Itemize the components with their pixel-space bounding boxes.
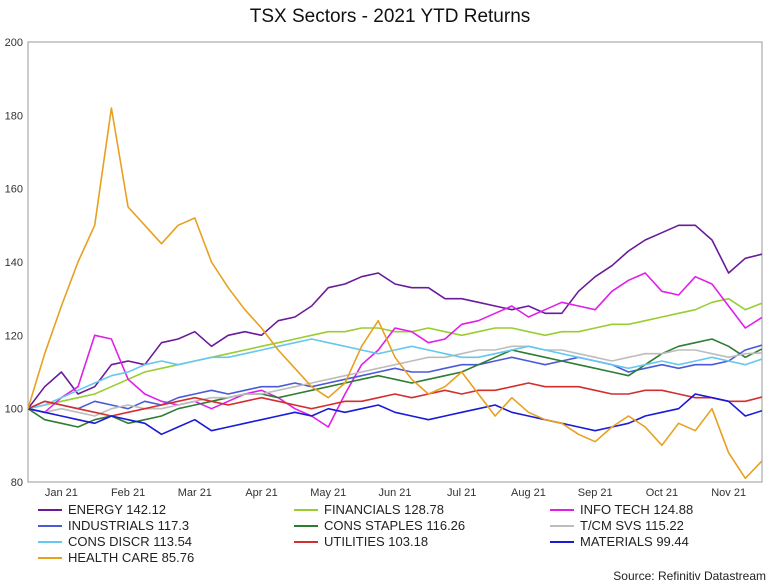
legend-label: INDUSTRIALS 117.3 (68, 518, 189, 533)
x-tick-label: Sep 21 (578, 487, 613, 499)
y-tick-label: 180 (5, 110, 23, 122)
source-label: Source: Refinitiv Datastream (613, 569, 766, 583)
x-tick-label: Apr 21 (245, 487, 277, 499)
y-tick-label: 120 (5, 330, 23, 342)
x-tick-label: Mar 21 (178, 487, 212, 499)
series-line-6 (28, 338, 762, 410)
series-line-3 (28, 344, 762, 410)
x-tick-label: Oct 21 (646, 487, 678, 499)
legend-label: T/CM SVS 115.22 (580, 518, 684, 533)
x-axis: Jan 21 Feb 21 Mar 21 Apr 21 May 21 Jun 21 Jul … (45, 487, 746, 499)
legend-label: CONS DISCR 113.54 (68, 534, 192, 549)
legend-label: UTILITIES 103.18 (324, 534, 428, 549)
series-line-7 (28, 382, 762, 417)
x-tick-label: Feb 21 (111, 487, 145, 499)
y-axis: 80 100 120 140 160 180 200 (5, 37, 23, 489)
series-line-5 (28, 345, 762, 417)
series-line-2 (28, 272, 762, 428)
series-line-4 (28, 338, 762, 428)
series-line-1 (28, 297, 762, 410)
x-tick-label: Nov 21 (711, 487, 746, 499)
x-tick-label: May 21 (310, 487, 346, 499)
series-line-8 (28, 393, 762, 436)
series-line-0 (28, 224, 762, 410)
x-tick-label: Jun 21 (378, 487, 411, 499)
y-tick-label: 140 (5, 257, 23, 269)
legend: ENERGY 142.12 FINANCIALS 128.78 INFO TECH … (38, 502, 693, 565)
y-tick-label: 160 (5, 184, 23, 196)
chart-title: TSX Sectors - 2021 YTD Returns (249, 6, 531, 27)
x-tick-label: Aug 21 (511, 487, 546, 499)
y-tick-label: 200 (5, 37, 23, 49)
y-tick-label: 100 (5, 404, 23, 416)
series-lines (28, 107, 762, 480)
legend-label: ENERGY 142.12 (68, 502, 166, 517)
x-tick-label: Jan 21 (45, 487, 78, 499)
x-tick-label: Jul 21 (447, 487, 476, 499)
y-tick-label: 80 (11, 477, 23, 489)
plot-frame (27, 41, 763, 483)
legend-label: INFO TECH 124.88 (580, 502, 693, 517)
legend-label: FINANCIALS 128.78 (324, 502, 444, 517)
legend-label: MATERIALS 99.44 (580, 534, 689, 549)
series-line-9 (28, 107, 762, 480)
legend-label: CONS STAPLES 116.26 (324, 518, 465, 533)
legend-label: HEALTH CARE 85.76 (68, 550, 194, 565)
